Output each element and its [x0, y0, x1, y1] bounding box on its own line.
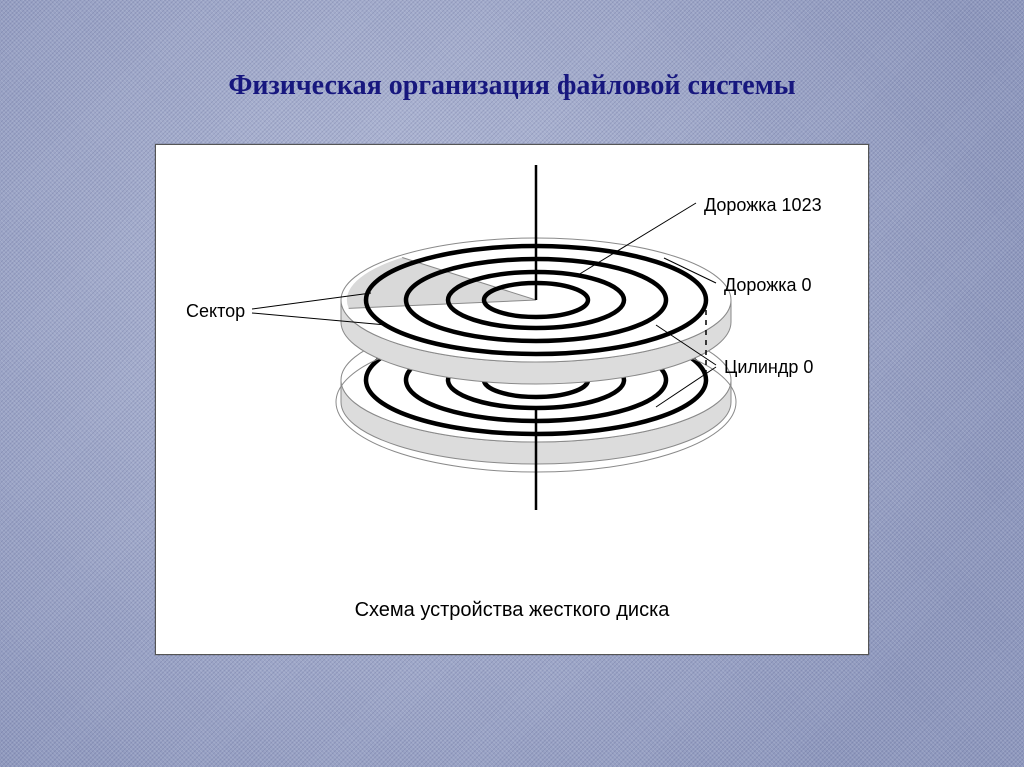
diagram-panel: Сектор Дорожка 1023 Дорожка 0 Цилиндр 0 …: [155, 144, 869, 655]
label-cylinder: Цилиндр 0: [724, 357, 813, 378]
label-sector: Сектор: [186, 301, 245, 322]
label-track-inner: Дорожка 1023: [704, 195, 822, 216]
diagram-caption-text: Схема устройства жесткого диска: [355, 599, 670, 621]
slide-title-text: Физическая организация файловой системы: [228, 70, 795, 101]
label-track-outer: Дорожка 0: [724, 275, 812, 296]
slide-title: Физическая организация файловой системы: [0, 70, 1024, 102]
diagram-caption: Схема устройства жесткого диска: [156, 599, 868, 622]
hard-disk-diagram: [156, 165, 868, 535]
